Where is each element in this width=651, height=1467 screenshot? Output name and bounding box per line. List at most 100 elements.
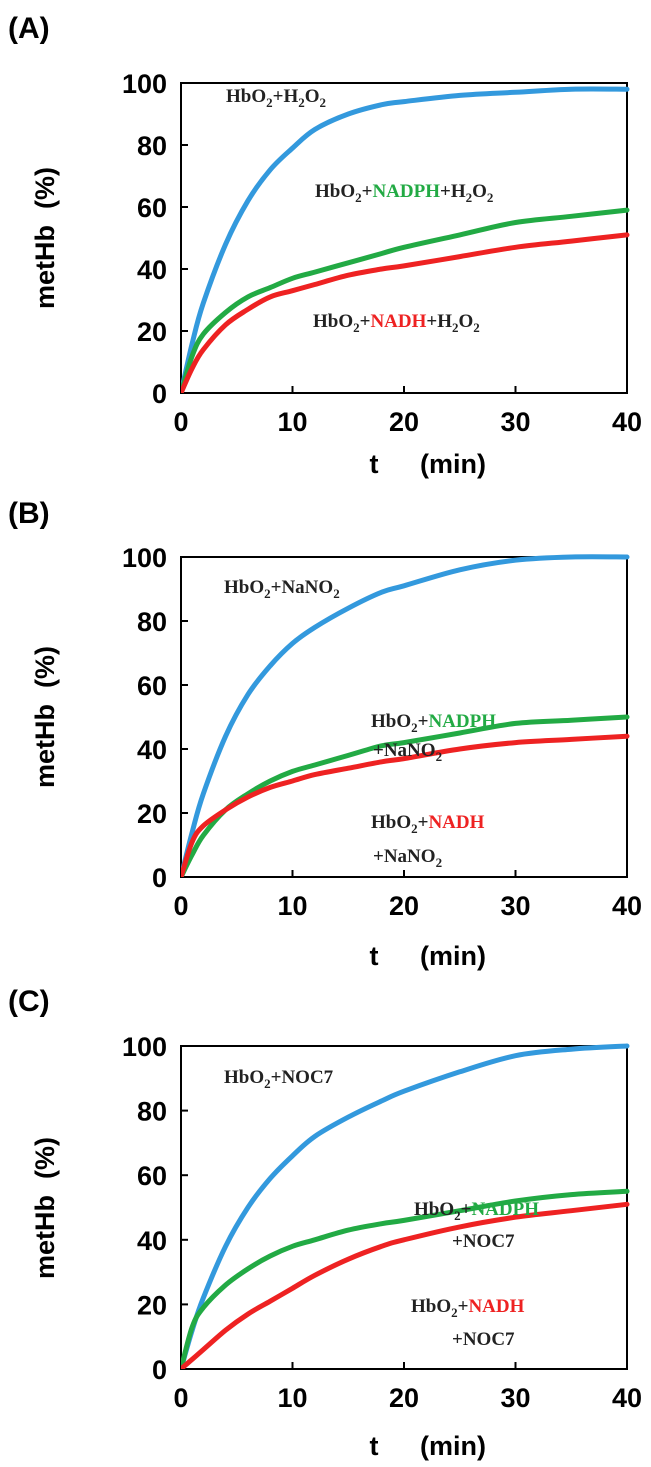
x-tick-label: 10 <box>277 407 307 437</box>
x-tick-label: 0 <box>173 1383 188 1413</box>
reagent-name: NADH <box>468 1296 524 1317</box>
x-tick-label: 20 <box>389 407 419 437</box>
subscript: 2 <box>466 190 473 205</box>
x-axis-title-var: t <box>370 941 379 971</box>
x-tick-label: 40 <box>612 891 642 921</box>
x-tick-label: 0 <box>173 407 188 437</box>
y-axis-title-unit: (%) <box>30 167 60 209</box>
annotation-label: HbO2+NADH <box>371 812 485 836</box>
reagent-name: NADH <box>370 311 426 332</box>
annotation-text: +NOC7 <box>271 1067 334 1088</box>
annotation-label: +NOC7 <box>452 1329 515 1350</box>
series-line-0 <box>181 554 630 877</box>
annotation-text: +H <box>273 86 299 107</box>
annotation-text: HbO <box>224 577 264 598</box>
annotation-text: +NOC7 <box>452 1329 515 1350</box>
reagent-name: NADH <box>428 812 484 833</box>
annotation-label: HbO2+NADPH <box>414 1199 539 1223</box>
x-tick-label: 30 <box>500 1383 530 1413</box>
annotation-text: +NaNO <box>271 577 334 598</box>
y-tick-label: 40 <box>137 255 167 285</box>
y-tick-label: 60 <box>137 1161 167 1191</box>
annotation-label: HbO2+NADH+H2O2 <box>313 311 480 335</box>
annotation-text: +H <box>440 181 466 202</box>
y-axis-title-main: metHb <box>30 1195 60 1279</box>
y-tick-label: 20 <box>137 799 167 829</box>
annotation-text: HbO <box>226 86 266 107</box>
y-tick-label: 0 <box>152 1355 167 1385</box>
series-line-2 <box>181 232 630 393</box>
annotation-label: +NaNO2 <box>373 846 442 870</box>
y-tick-label: 60 <box>137 193 167 223</box>
subscript: 2 <box>454 1208 461 1223</box>
annotation-label: HbO2+NaNO2 <box>224 577 340 601</box>
reagent-name: NADPH <box>372 181 440 202</box>
annotation-text: HbO <box>414 1199 454 1220</box>
annotation-text: + <box>360 311 371 332</box>
x-axis-title-unit: (min) <box>420 1431 486 1461</box>
x-axis-title-var: t <box>370 1431 379 1461</box>
annotation-text: + <box>418 812 429 833</box>
chart-panel-b: (B) 0 20 40 60 80 100 0 10 20 30 40 metHb (%) t (min) Hb… <box>8 497 642 971</box>
annotation-label: HbO2+NOC7 <box>224 1067 334 1091</box>
subscript: 2 <box>411 821 418 836</box>
subscript: 2 <box>333 586 340 601</box>
annotation-text: HbO <box>313 311 353 332</box>
annotation-text: +NOC7 <box>452 1231 515 1252</box>
x-axis-title-unit: (min) <box>420 941 486 971</box>
subscript: 2 <box>266 95 273 110</box>
annotation-text: + <box>362 181 373 202</box>
annotation-text: HbO <box>315 181 355 202</box>
x-tick-label: 40 <box>612 407 642 437</box>
x-tick-label: 10 <box>277 891 307 921</box>
x-tick-label: 0 <box>173 891 188 921</box>
x-tick-label: 30 <box>500 407 530 437</box>
annotation-text: +NaNO <box>373 740 436 761</box>
panel-label: (B) <box>8 497 50 530</box>
annotation-text: + <box>418 711 429 732</box>
subscript: 2 <box>411 720 418 735</box>
y-tick-label: 0 <box>152 863 167 893</box>
x-tick-label: 10 <box>277 1383 307 1413</box>
plot-frame <box>180 82 628 394</box>
y-tick-label: 100 <box>122 1032 167 1062</box>
subscript: 2 <box>451 1305 458 1320</box>
panel-label: (C) <box>8 985 50 1018</box>
series-line-0 <box>181 1043 630 1369</box>
y-tick-label: 80 <box>137 607 167 637</box>
annotation-text: + <box>461 1199 472 1220</box>
y-tick-label: 20 <box>137 317 167 347</box>
y-axis-title-unit: (%) <box>30 1137 60 1179</box>
y-tick-label: 100 <box>122 543 167 573</box>
y-axis-title-main: metHb <box>30 704 60 788</box>
y-axis-title: metHb (%) <box>30 1137 60 1279</box>
y-tick-label: 100 <box>122 69 167 99</box>
annotation-text: HbO <box>411 1296 451 1317</box>
annotation-label: +NOC7 <box>452 1231 515 1252</box>
y-axis-title-main: metHb <box>30 225 60 309</box>
panel-label: (A) <box>8 12 50 45</box>
y-tick-label: 80 <box>137 131 167 161</box>
y-tick-label: 40 <box>137 735 167 765</box>
series-line-2 <box>181 733 630 877</box>
reagent-name: NADPH <box>471 1199 539 1220</box>
annotation-text: +NaNO <box>373 846 436 867</box>
subscript: 2 <box>320 95 327 110</box>
x-axis-title-unit: (min) <box>420 449 486 479</box>
subscript: 2 <box>487 190 494 205</box>
annotation-text: HbO <box>371 711 411 732</box>
y-tick-label: 60 <box>137 671 167 701</box>
y-tick-label: 20 <box>137 1290 167 1320</box>
subscript: 2 <box>436 749 443 764</box>
y-axis-title: metHb (%) <box>30 646 60 788</box>
reagent-name: NADPH <box>428 711 496 732</box>
y-axis-title-unit: (%) <box>30 646 60 688</box>
y-axis-title: metHb (%) <box>30 167 60 309</box>
x-tick-label: 20 <box>389 891 419 921</box>
annotation-label: +NaNO2 <box>373 740 442 764</box>
x-tick-label: 20 <box>389 1383 419 1413</box>
subscript: 2 <box>473 320 480 335</box>
series-line-0 <box>181 86 630 393</box>
annotation-text: O <box>305 86 320 107</box>
